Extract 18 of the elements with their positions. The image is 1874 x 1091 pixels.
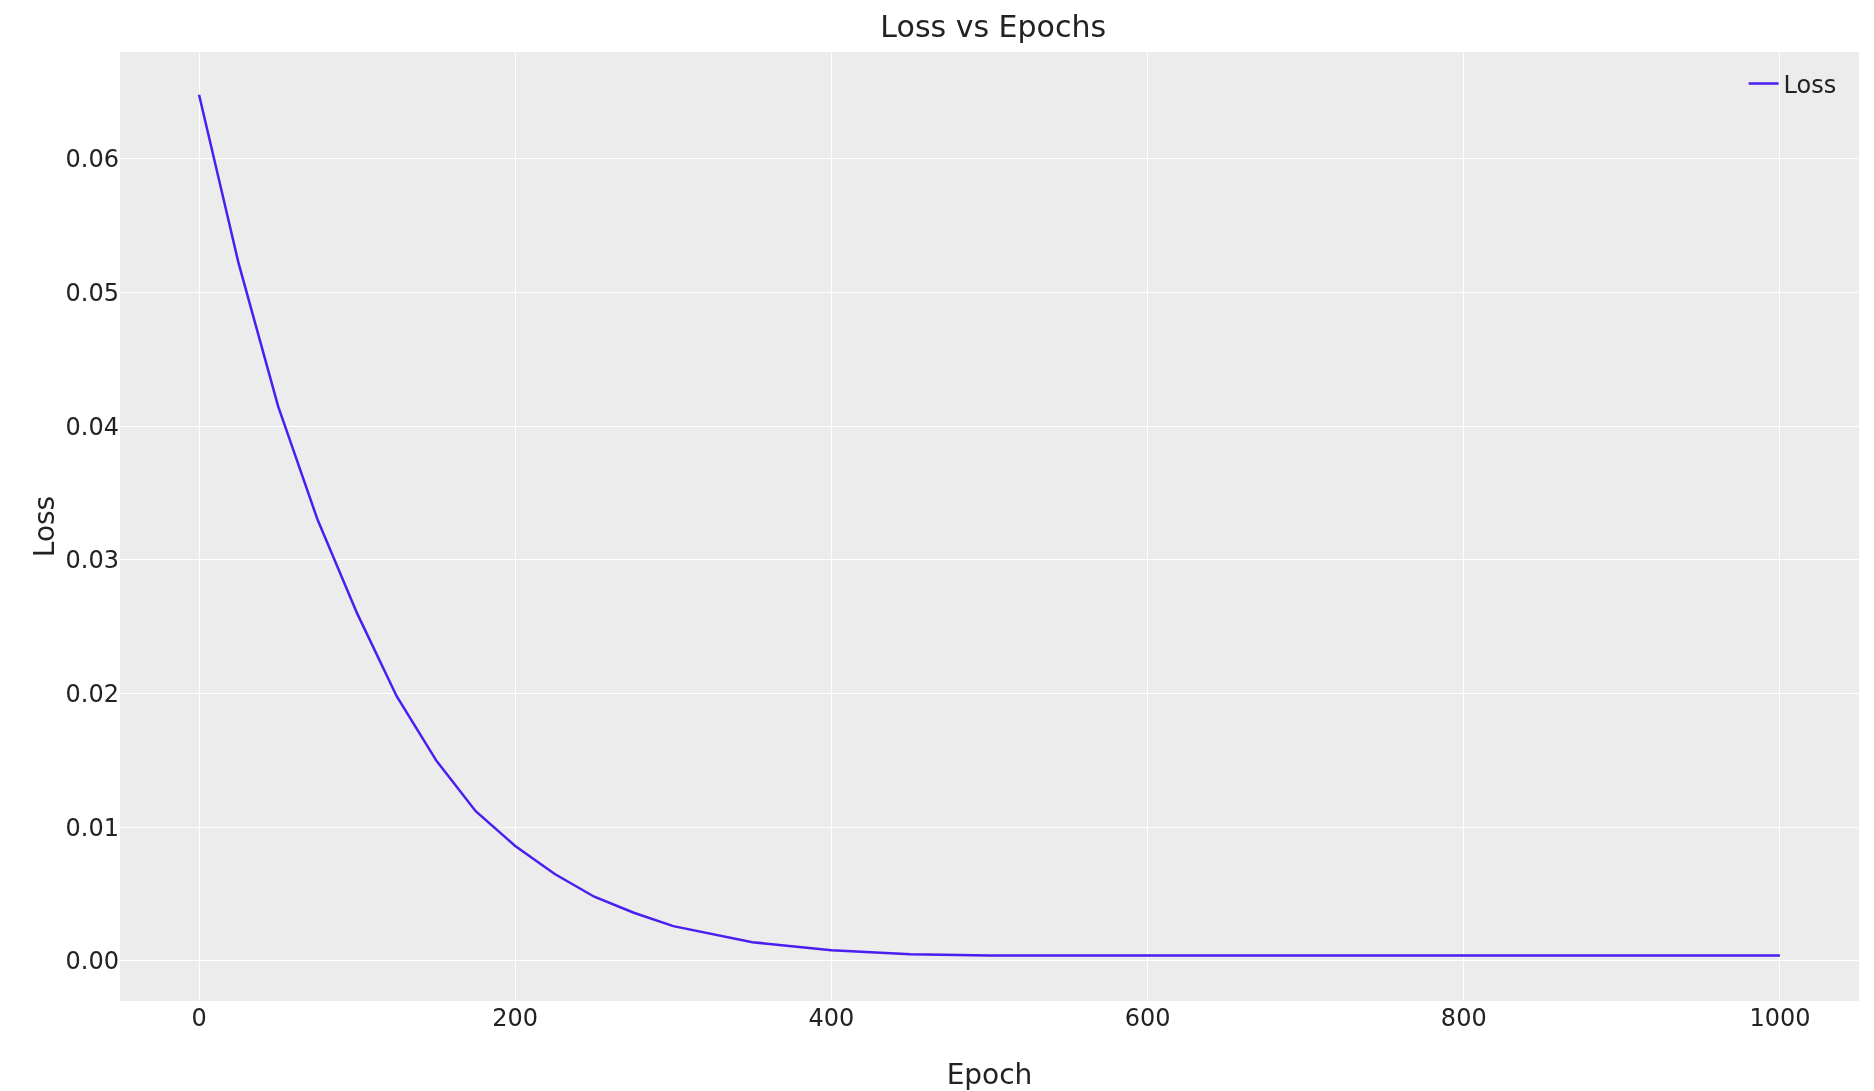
y-tick-label: 0.06 bbox=[65, 145, 119, 174]
x-tick-label: 0 bbox=[191, 1004, 207, 1032]
x-tick-label: 400 bbox=[808, 1004, 855, 1032]
x-tick-label: 600 bbox=[1124, 1004, 1171, 1032]
chart-title: Loss vs Epochs bbox=[880, 9, 1107, 45]
legend-label: Loss bbox=[1783, 70, 1837, 99]
y-tick-label: 0.03 bbox=[65, 546, 119, 575]
y-axis-title: Loss bbox=[28, 495, 61, 558]
y-tick-label: 0.00 bbox=[65, 947, 119, 976]
y-tick-label: 0.05 bbox=[65, 278, 119, 307]
y-tick-label: 0.02 bbox=[65, 679, 119, 708]
x-tick-label: 1000 bbox=[1749, 1004, 1811, 1032]
x-tick-label: 800 bbox=[1440, 1004, 1487, 1032]
line-series bbox=[197, 93, 1782, 957]
y-tick-label: 0.04 bbox=[65, 412, 119, 441]
x-tick-label: 200 bbox=[492, 1004, 539, 1032]
x-axis-title: Epoch bbox=[946, 1058, 1033, 1091]
y-tick-label: 0.01 bbox=[65, 813, 119, 842]
